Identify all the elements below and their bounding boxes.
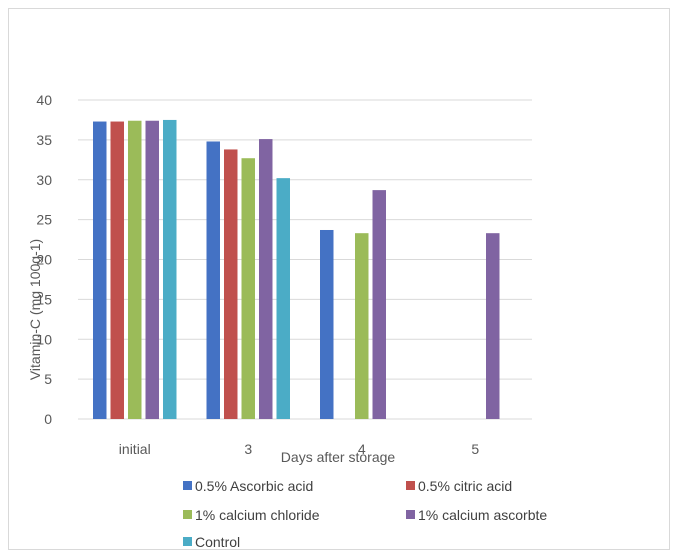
bar: [128, 120, 142, 420]
y-tick-label: 0: [44, 411, 52, 427]
bar: [241, 158, 255, 419]
legend-swatch: [183, 510, 192, 519]
legend-swatch: [183, 481, 192, 490]
y-tick-label: 25: [36, 212, 52, 228]
legend-swatch: [406, 481, 415, 490]
bar: [224, 149, 238, 419]
legend-label: 1% calcium chloride: [195, 507, 320, 523]
bar: [145, 120, 159, 420]
x-axis-ticks: initial 3 4 5: [119, 441, 480, 457]
bar: [486, 233, 500, 419]
bar: [110, 121, 124, 419]
bar: [355, 233, 369, 419]
legend-label: Control: [195, 534, 240, 550]
x-axis-title: Days after storage: [281, 449, 396, 465]
y-tick-label: 10: [36, 331, 52, 347]
x-tick-label: 3: [244, 441, 252, 457]
bar: [372, 190, 386, 419]
legend-label: 0.5% citric acid: [418, 478, 512, 494]
y-tick-label: 5: [44, 371, 52, 387]
y-tick-label: 15: [36, 291, 52, 307]
y-tick-label: 20: [36, 252, 52, 268]
bars: [93, 119, 500, 420]
legend-label: 0.5% Ascorbic acid: [195, 478, 313, 494]
y-axis-ticks: 0 5 10 15 20 25 30 35 40: [36, 92, 52, 427]
bar: [163, 119, 177, 419]
bar: [259, 139, 273, 419]
x-tick-label: 5: [471, 441, 479, 457]
bar: [93, 121, 107, 419]
bar: [276, 178, 290, 419]
legend-label: 1% calcium ascorbte: [418, 507, 547, 523]
y-tick-label: 40: [36, 92, 52, 108]
y-tick-label: 35: [36, 132, 52, 148]
bar: [320, 229, 334, 419]
legend-swatch: [406, 510, 415, 519]
x-tick-label: 4: [358, 441, 366, 457]
x-tick-label: initial: [119, 441, 151, 457]
legend-swatch: [183, 537, 192, 546]
y-tick-label: 30: [36, 172, 52, 188]
legend: 0.5% Ascorbic acid 0.5% citric acid 1% cal…: [183, 478, 547, 550]
bar: [206, 141, 220, 419]
y-axis-title: Vitamin-C (mg 100g-1): [27, 239, 43, 380]
